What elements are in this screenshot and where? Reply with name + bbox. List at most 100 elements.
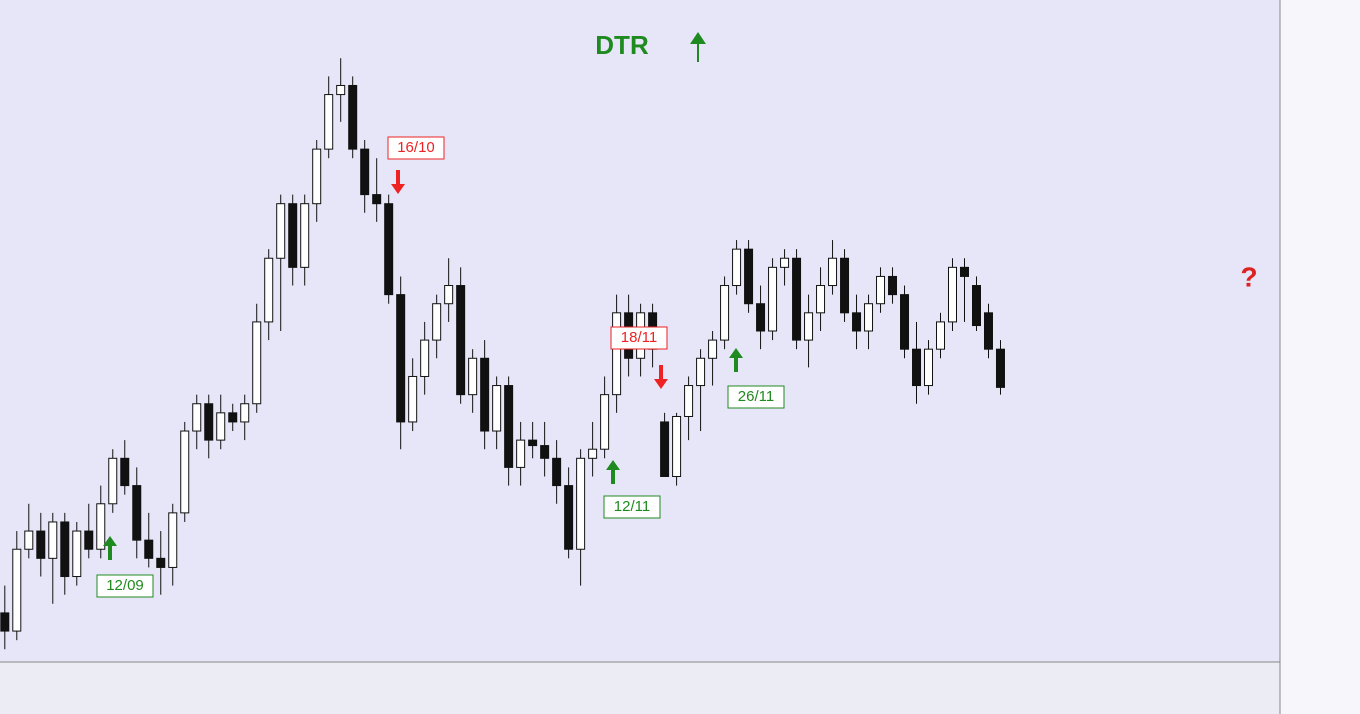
candle [936,312,946,359]
candle-body [816,285,826,314]
candle [84,503,94,559]
candle-body [876,275,886,305]
annotation-box [96,574,154,598]
candle [876,267,886,313]
candle-body [768,266,778,332]
candle-body [708,339,718,359]
candle [396,276,406,450]
candle-body [132,485,142,541]
candle-body [204,403,214,441]
candle-body [888,275,898,296]
up-arrow-icon [690,32,706,62]
candle [288,194,298,286]
candle [468,349,478,413]
candle [192,394,202,450]
candle-body [0,612,10,632]
candle-body [804,312,814,341]
candle-body [780,257,790,268]
candle [348,76,358,159]
candle-body [420,339,430,377]
candle-body [60,521,70,578]
candle [504,376,514,486]
candle [96,485,106,559]
candle-body [288,203,298,268]
candle-body [84,530,94,550]
candle [600,376,610,459]
candle-body [168,512,178,568]
annotation: 18/11 [621,329,657,346]
candle-body [264,257,274,323]
candle [444,258,454,322]
candle-body [36,530,46,559]
candle [48,512,58,604]
candle [216,394,226,450]
candle [552,440,562,504]
candle [228,403,238,432]
candle-body [228,412,238,423]
candle-body [120,457,130,487]
up-arrow-icon [103,536,117,560]
candle-body [408,375,418,423]
candle [995,340,1005,395]
candle-body [744,248,754,305]
candle-body [216,412,226,441]
candle-body [180,430,190,514]
annotation: 26/11 [738,388,774,405]
candle-body [840,257,850,314]
candle [971,276,981,331]
candle [804,294,814,368]
candle [480,340,490,450]
candle [684,376,694,441]
candle-body [900,294,910,350]
annotation-box [387,136,445,160]
candle-body [660,421,670,477]
up-arrow-icon [729,348,743,372]
candle [336,58,346,122]
candle-body [828,257,838,287]
annotation-box [727,385,785,409]
candle [204,394,214,459]
candle [948,258,958,331]
candle-body [912,348,922,387]
candle-body [96,503,106,550]
candle-body [48,521,58,559]
candle [156,531,166,595]
candle-body [971,285,981,327]
candle [768,258,778,341]
candle [852,294,862,350]
candle [72,521,82,586]
candle [132,467,142,559]
down-arrow-icon [391,170,405,194]
candle [360,140,370,213]
annotation-box [610,326,668,350]
candle-body [684,385,694,417]
candle [576,449,586,586]
candle [240,394,250,441]
candle-body [108,457,118,505]
x-axis-background [0,662,1280,714]
up-arrow-icon [606,460,620,484]
candle [384,194,394,304]
candle-body [336,84,346,96]
candle-body [372,194,382,205]
candle-body [432,303,442,341]
candle [516,421,526,486]
candle [732,240,742,295]
candle [36,512,46,577]
candle-body [564,485,574,550]
candle-body [12,548,22,632]
candle [144,512,154,568]
annotation: 12/11 [614,498,650,515]
candle [708,331,718,386]
annotation: 16/10 [397,139,435,156]
candle-body [600,394,610,450]
candle [372,158,382,222]
candle-body [240,403,250,423]
candle-body [552,457,562,487]
candle-body [156,557,166,568]
candle [60,512,70,595]
candle-body [492,385,502,432]
candle [564,467,574,559]
candle-body [540,445,550,459]
